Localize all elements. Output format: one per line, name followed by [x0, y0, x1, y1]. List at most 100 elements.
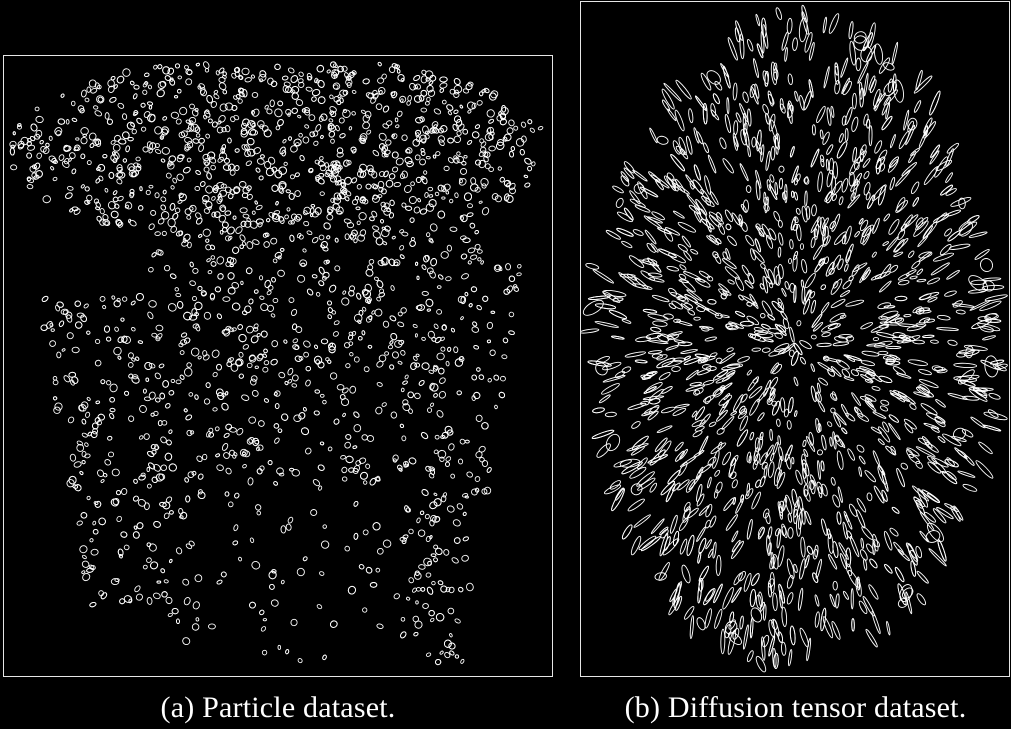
tensor-glyph: [851, 618, 855, 632]
particle: [273, 391, 278, 396]
particle: [346, 82, 352, 88]
particle: [82, 133, 87, 137]
tensor-glyph: [754, 453, 761, 466]
particle: [133, 84, 140, 90]
particle: [372, 230, 381, 239]
tensor-glyph: [702, 379, 715, 386]
particle: [246, 362, 253, 369]
particle: [253, 323, 259, 329]
particle: [429, 74, 437, 82]
tensor-glyph: [816, 105, 826, 124]
particle: [244, 144, 250, 151]
tensor-glyph: [816, 449, 823, 456]
particle: [136, 117, 143, 125]
particle: [291, 374, 299, 382]
tensor-glyph: [627, 402, 647, 411]
tensor-glyph: [594, 321, 619, 328]
particle: [142, 564, 148, 570]
particle: [234, 148, 240, 153]
particle: [126, 121, 135, 130]
particle: [425, 130, 430, 135]
tensor-glyph: [856, 150, 867, 164]
tensor-glyph: [886, 620, 891, 636]
particle: [311, 89, 321, 97]
tensor-glyph: [848, 275, 854, 282]
particle: [238, 373, 244, 379]
particle: [145, 189, 151, 196]
tensor-glyph: [722, 290, 732, 296]
particle: [255, 167, 261, 173]
particle: [367, 344, 373, 349]
tensor-glyph: [693, 449, 705, 458]
particle: [472, 321, 478, 327]
particle: [443, 549, 450, 556]
particle: [362, 289, 372, 299]
tensor-glyph-large: [893, 79, 904, 103]
tensor-glyph: [721, 364, 741, 371]
particle: [427, 560, 432, 566]
tensor-glyph: [854, 231, 860, 238]
particle: [424, 513, 430, 520]
particle: [211, 211, 217, 218]
particle: [445, 360, 450, 367]
particle: [399, 173, 405, 180]
particle: [219, 189, 227, 197]
tensor-glyph: [755, 179, 761, 201]
particle: [328, 118, 334, 123]
particle: [443, 183, 451, 191]
tensor-glyph: [639, 186, 659, 198]
tensor-glyph: [972, 387, 994, 392]
tensor-glyph: [815, 392, 820, 402]
tensor-glyph: [858, 81, 863, 100]
tensor-glyph: [642, 308, 658, 314]
particle: [273, 481, 279, 486]
particle: [208, 432, 215, 438]
tensor-glyph: [792, 223, 799, 231]
particle: [73, 208, 81, 215]
tensor-glyph: [834, 231, 847, 246]
tensor-glyph: [735, 112, 742, 123]
tensor-glyph: [896, 340, 904, 344]
particle: [115, 218, 123, 226]
tensor-glyph: [786, 575, 794, 589]
tensor-glyph: [619, 273, 636, 278]
tensor-glyph: [689, 615, 694, 640]
tensor-glyph: [786, 592, 794, 605]
particle: [123, 544, 130, 551]
tensor-glyph: [837, 486, 843, 503]
particle: [353, 411, 360, 418]
particle: [188, 314, 198, 321]
particle: [454, 618, 461, 624]
particle: [66, 332, 74, 340]
particle: [294, 172, 300, 178]
particle: [237, 98, 243, 104]
tensor-glyph: [845, 243, 854, 262]
particle: [73, 146, 79, 152]
particle: [508, 119, 515, 127]
tensor-glyph: [947, 230, 961, 242]
tensor-glyph: [772, 400, 781, 416]
particle: [251, 561, 261, 570]
particle: [439, 88, 445, 93]
particle: [54, 402, 63, 411]
tensor-glyph: [983, 411, 1008, 421]
tensor-glyph: [953, 376, 978, 383]
particle: [314, 159, 321, 165]
particle: [117, 548, 124, 557]
particle: [305, 86, 313, 92]
tensor-glyph: [674, 109, 685, 132]
tensor-glyph: [781, 606, 788, 627]
particle: [355, 460, 362, 466]
tensor-glyph: [884, 314, 900, 324]
tensor-glyph: [713, 489, 719, 499]
tensor-glyph: [817, 171, 823, 193]
tensor-glyph: [715, 409, 728, 422]
particle: [247, 148, 256, 157]
particle: [200, 290, 207, 296]
particle: [250, 378, 257, 386]
particle: [137, 498, 146, 507]
particle: [218, 115, 226, 123]
tensor-glyph: [916, 268, 924, 276]
tensor-glyph-large: [979, 258, 994, 272]
tensor-glyph: [707, 476, 712, 489]
